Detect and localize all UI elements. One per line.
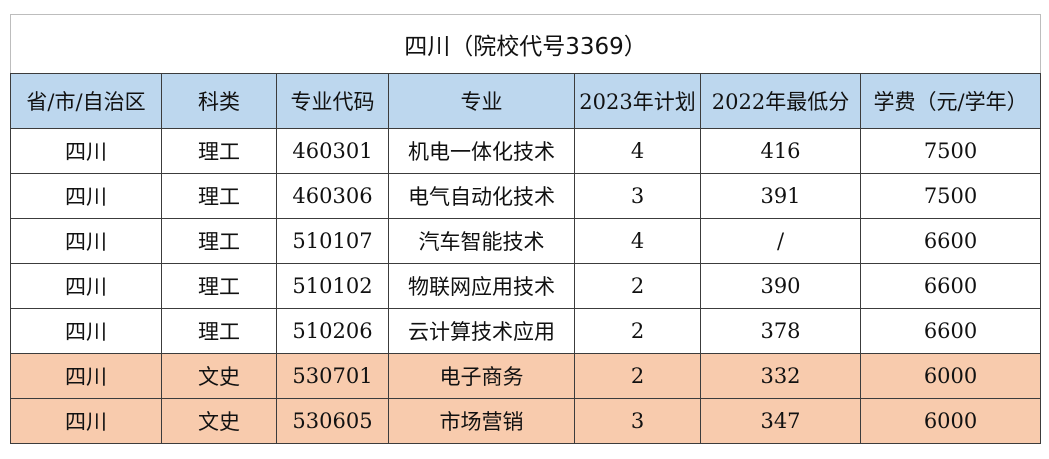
cell-plan-2023: 2 <box>574 308 701 354</box>
header-major-code: 专业代码 <box>276 73 389 129</box>
cell-province: 四川 <box>10 398 162 444</box>
cell-major-code: 530701 <box>276 353 389 399</box>
cell-min-score-2022: 347 <box>700 398 861 444</box>
cell-plan-2023: 3 <box>574 173 701 219</box>
cell-category: 理工 <box>161 173 277 219</box>
cell-category: 理工 <box>161 263 277 309</box>
header-min-score-2022: 2022年最低分 <box>700 73 861 129</box>
cell-province: 四川 <box>10 353 162 399</box>
cell-plan-2023: 2 <box>574 353 701 399</box>
cell-major: 机电一体化技术 <box>388 128 575 174</box>
cell-category: 文史 <box>161 398 277 444</box>
cell-province: 四川 <box>10 128 162 174</box>
table-title: 四川（院校代号3369） <box>9 14 1042 74</box>
cell-plan-2023: 2 <box>574 263 701 309</box>
header-row: 省/市/自治区 科类 专业代码 专业 2023年计划 2022年最低分 学费（元… <box>10 73 1042 129</box>
table-row: 四川 理工 460301 机电一体化技术 4 416 7500 <box>10 128 1042 174</box>
admission-plan-table-wrapper: 四川（院校代号3369） 省/市/自治区 科类 专业代码 专业 2023年计划 … <box>9 14 1042 444</box>
cell-province: 四川 <box>10 173 162 219</box>
cell-tuition: 6600 <box>859 263 1042 309</box>
cell-min-score-2022: 390 <box>700 263 861 309</box>
cell-plan-2023: 4 <box>574 218 701 264</box>
cell-major-code: 460306 <box>276 173 389 219</box>
table-row: 四川 理工 510107 汽车智能技术 4 / 6600 <box>10 218 1042 264</box>
cell-province: 四川 <box>10 308 162 354</box>
cell-major-code: 510107 <box>276 218 389 264</box>
cell-plan-2023: 3 <box>574 398 701 444</box>
cell-plan-2023: 4 <box>574 128 701 174</box>
cell-category: 理工 <box>161 308 277 354</box>
cell-major-code: 530605 <box>276 398 389 444</box>
header-plan-2023: 2023年计划 <box>574 73 701 129</box>
cell-category: 文史 <box>161 353 277 399</box>
cell-tuition: 6600 <box>859 218 1042 264</box>
cell-major: 市场营销 <box>388 398 575 444</box>
cell-tuition: 7500 <box>859 128 1042 174</box>
cell-major: 汽车智能技术 <box>388 218 575 264</box>
cell-major: 电气自动化技术 <box>388 173 575 219</box>
cell-category: 理工 <box>161 218 277 264</box>
cell-tuition: 6000 <box>859 353 1042 399</box>
header-province: 省/市/自治区 <box>10 73 162 129</box>
cell-category: 理工 <box>161 128 277 174</box>
cell-tuition: 6000 <box>859 398 1042 444</box>
cell-major: 电子商务 <box>388 353 575 399</box>
cell-min-score-2022: / <box>700 218 861 264</box>
header-tuition: 学费（元/学年） <box>859 73 1042 129</box>
table-row: 四川 文史 530605 市场营销 3 347 6000 <box>10 398 1042 444</box>
cell-min-score-2022: 416 <box>700 128 861 174</box>
table-row: 四川 理工 510206 云计算技术应用 2 378 6600 <box>10 308 1042 354</box>
header-category: 科类 <box>161 73 277 129</box>
header-major: 专业 <box>388 73 575 129</box>
cell-major-code: 510206 <box>276 308 389 354</box>
cell-tuition: 7500 <box>859 173 1042 219</box>
cell-province: 四川 <box>10 263 162 309</box>
cell-major: 云计算技术应用 <box>388 308 575 354</box>
table-row: 四川 理工 510102 物联网应用技术 2 390 6600 <box>10 263 1042 309</box>
cell-tuition: 6600 <box>859 308 1042 354</box>
cell-major: 物联网应用技术 <box>388 263 575 309</box>
table-row: 四川 理工 460306 电气自动化技术 3 391 7500 <box>10 173 1042 219</box>
cell-min-score-2022: 378 <box>700 308 861 354</box>
cell-major-code: 460301 <box>276 128 389 174</box>
cell-province: 四川 <box>10 218 162 264</box>
cell-major-code: 510102 <box>276 263 389 309</box>
cell-min-score-2022: 332 <box>700 353 861 399</box>
cell-min-score-2022: 391 <box>700 173 861 219</box>
table-row: 四川 文史 530701 电子商务 2 332 6000 <box>10 353 1042 399</box>
admission-plan-table: 四川（院校代号3369） 省/市/自治区 科类 专业代码 专业 2023年计划 … <box>9 14 1042 444</box>
